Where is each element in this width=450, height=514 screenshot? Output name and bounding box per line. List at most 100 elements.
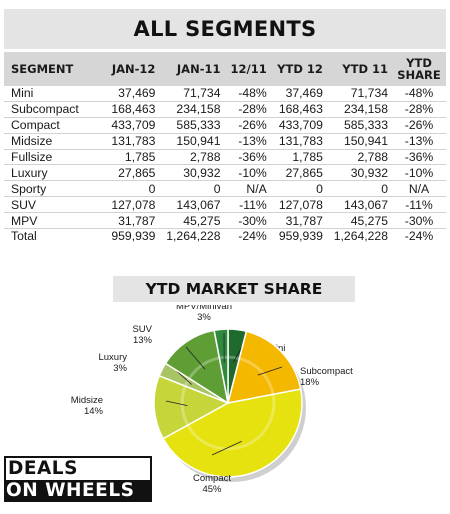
- pie-leader-line: [185, 346, 206, 370]
- table-cell: 433,709: [270, 117, 327, 134]
- table-cell: -36%: [392, 149, 446, 166]
- table-cell: N/A: [224, 180, 271, 198]
- table-cell: 585,333: [326, 117, 392, 134]
- table-cell: 234,158: [159, 101, 225, 118]
- pie-category-label: Subcompact: [300, 366, 353, 377]
- table-row: SUV 127,078 143,067 -11% 127,078 143,067 -11%: [4, 196, 446, 214]
- table-cell: 31,787: [270, 212, 327, 230]
- page-title: ALL SEGMENTS: [4, 9, 446, 49]
- pie-value-label: 18%: [300, 377, 320, 388]
- table-cell: 31,787: [105, 212, 160, 230]
- table-cell: -28%: [224, 101, 271, 118]
- table-cell: 1,785: [105, 149, 160, 166]
- table-cell: 2,788: [159, 149, 225, 166]
- pie-category-label: Midsize: [71, 395, 103, 406]
- table-row: MPV 31,787 45,275 -30% 31,787 45,275 -30%: [4, 212, 446, 230]
- table-cell: -10%: [224, 164, 271, 182]
- table-cell: -26%: [224, 117, 271, 134]
- table-cell: 1,264,228: [333, 229, 388, 244]
- table-cell: 0: [105, 180, 160, 198]
- segment-name-cell: Sporty: [4, 180, 105, 198]
- table-cell: 71,734: [326, 86, 392, 102]
- segment-name-cell: Luxury: [4, 164, 105, 182]
- segment-name-cell: Midsize: [4, 133, 105, 150]
- table-cell: 2,788: [326, 149, 392, 166]
- segment-name-cell: MPV: [4, 212, 105, 230]
- logo-line-1: DEALS: [4, 456, 152, 480]
- pie-value-label: 13%: [133, 335, 153, 346]
- table-row: Fullsize 1,785 2,788 -36% 1,785 2,788 -36%: [4, 149, 446, 166]
- pie-value-label: 3%: [197, 312, 211, 323]
- column-header: JAN-12: [105, 52, 160, 86]
- table-cell: 127,078: [105, 196, 160, 214]
- table-cell: 0: [326, 180, 392, 198]
- table-cell: -11%: [392, 196, 446, 214]
- table-cell: 143,067: [326, 196, 392, 214]
- pie-slice-ring: [186, 394, 276, 451]
- segment-name-cell: SUV: [4, 196, 105, 214]
- pie-category-label: Compact: [193, 473, 231, 484]
- table-cell: 71,734: [159, 86, 225, 102]
- table-cell: -48%: [224, 86, 271, 102]
- table-cell: -48%: [392, 86, 446, 102]
- table-cell: 127,078: [270, 196, 327, 214]
- segment-name-cell: Fullsize: [4, 149, 105, 166]
- market-share-pie-chart: Mini4%Subcompact18%Compact45%Midsize14%L…: [71, 305, 353, 495]
- table-cell: 168,463: [105, 101, 160, 118]
- table-cell: 27,865: [270, 164, 327, 182]
- table-cell: 45,275: [326, 212, 392, 230]
- column-header: YTD SHARE: [392, 52, 446, 86]
- pie-leader-line: [211, 440, 242, 456]
- table-cell: -13%: [224, 133, 271, 150]
- table-cell: 1,785: [270, 149, 327, 166]
- segments-table: SEGMENT JAN-12 JAN-11 12/11 YTD 12 YTD 1…: [4, 52, 446, 244]
- table-cell: 150,941: [159, 133, 225, 150]
- deals-on-wheels-logo: DEALS ON WHEELS: [4, 456, 154, 502]
- pie-category-label: MPV/Minivan: [176, 305, 232, 312]
- table-cell: 27,865: [105, 164, 160, 182]
- table-cell: 143,067: [159, 196, 225, 214]
- pie-leader-line: [165, 400, 188, 406]
- table-row: Midsize 131,783 150,941 -13% 131,783 150,941-…: [4, 133, 446, 150]
- pie-slice-mpv-minivan: [213, 328, 229, 404]
- pie-leader-line: [232, 346, 243, 363]
- table-cell: -10%: [392, 164, 446, 182]
- table-cell: 150,941: [326, 133, 392, 150]
- pie-slice-ring: [180, 385, 190, 426]
- pie-slice-ring: [227, 355, 240, 361]
- table-cell: N/A: [392, 180, 446, 198]
- segment-name-cell: Subcompact: [4, 101, 105, 118]
- table-cell: -36%: [224, 149, 271, 166]
- table-cell: -24%: [238, 229, 267, 244]
- table-cell: 131,783: [270, 133, 327, 150]
- table-cell: 1,264,228: [166, 229, 221, 244]
- pie-value-label: 14%: [84, 406, 104, 417]
- table-cell: 168,463: [270, 101, 327, 118]
- table-cell: 433,709: [105, 117, 160, 134]
- table-cell: 959,939: [111, 229, 156, 244]
- table-row: Luxury 27,865 30,932 -10% 27,865 30,932 -10%: [4, 164, 446, 182]
- pie-slice-compact: [162, 388, 303, 478]
- table-cell: 234,158: [326, 101, 392, 118]
- segment-name-cell: Mini: [4, 86, 105, 102]
- table-cell: 45,275: [159, 212, 225, 230]
- column-header: SEGMENT: [4, 52, 105, 86]
- column-header: YTD 12: [270, 52, 327, 86]
- segment-name-cell: Compact: [4, 117, 105, 134]
- market-share-title: YTD MARKET SHARE: [113, 276, 355, 302]
- table-cell: 30,932: [159, 164, 225, 182]
- table-cell: 37,469: [270, 86, 327, 102]
- pie-slice-subcompact: [226, 330, 302, 404]
- pie-value-label: 3%: [113, 363, 127, 374]
- table-cell: 959,939: [278, 229, 323, 244]
- table-cell: 131,783: [105, 133, 160, 150]
- table-cell: -28%: [392, 101, 446, 118]
- table-cell: -26%: [392, 117, 446, 134]
- table-row: Compact 433,709 585,333 -26% 433,709 585,333-…: [4, 117, 446, 134]
- pie-slice-midsize: [153, 374, 230, 440]
- table-cell: 585,333: [159, 117, 225, 134]
- table-cell: 30,932: [326, 164, 392, 182]
- segment-name-cell: Total: [11, 229, 37, 244]
- table-row: Mini 37,469 71,734 -48% 37,469 71,734 -48%: [4, 86, 446, 102]
- table-header-row: SEGMENT JAN-12 JAN-11 12/11 YTD 12 YTD 1…: [4, 52, 446, 86]
